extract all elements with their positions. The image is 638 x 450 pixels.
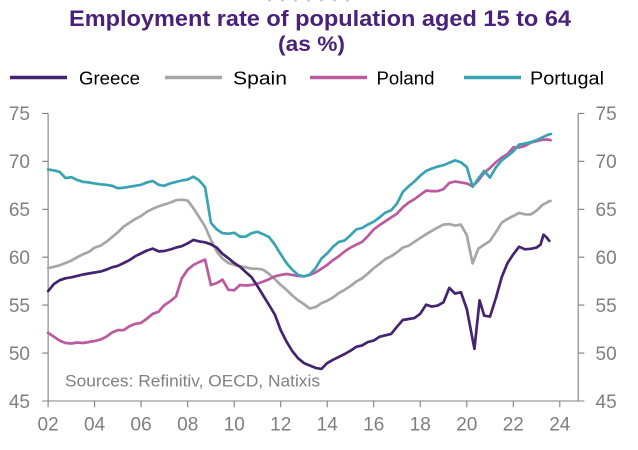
svg-text:06: 06 [131, 415, 152, 436]
svg-text:45: 45 [596, 392, 617, 413]
svg-text:75: 75 [596, 104, 617, 125]
svg-text:(as %): (as %) [278, 32, 345, 56]
svg-text:65: 65 [9, 200, 30, 221]
svg-text:Portugal: Portugal [530, 68, 604, 89]
svg-text:18: 18 [410, 415, 431, 436]
svg-text:02: 02 [38, 415, 59, 436]
svg-text:08: 08 [177, 415, 198, 436]
svg-text:04: 04 [84, 415, 106, 436]
svg-text:Employment rate of population: Employment rate of population aged 15 to… [69, 6, 572, 31]
svg-text:Spain: Spain [233, 68, 287, 89]
svg-text:75: 75 [9, 104, 30, 125]
svg-text:Sources: Refinitiv, OECD, Nati: Sources: Refinitiv, OECD, Natixis [65, 372, 320, 391]
svg-text:50: 50 [596, 344, 617, 365]
svg-text:65: 65 [596, 200, 617, 221]
svg-text:60: 60 [9, 248, 30, 269]
svg-text:24: 24 [549, 415, 571, 436]
svg-text:70: 70 [9, 152, 30, 173]
svg-text:70: 70 [596, 152, 617, 173]
svg-text:20: 20 [456, 415, 477, 436]
svg-text:60: 60 [596, 248, 617, 269]
svg-text:55: 55 [596, 296, 617, 317]
svg-text:45: 45 [9, 392, 30, 413]
svg-text:14: 14 [317, 415, 339, 436]
svg-text:50: 50 [9, 344, 30, 365]
svg-text:16: 16 [363, 415, 384, 436]
svg-text:12: 12 [270, 415, 291, 436]
svg-text:55: 55 [9, 296, 30, 317]
svg-text:Greece: Greece [79, 68, 140, 89]
svg-text:22: 22 [503, 415, 524, 436]
svg-text:10: 10 [224, 415, 245, 436]
svg-text:Poland: Poland [377, 68, 435, 89]
